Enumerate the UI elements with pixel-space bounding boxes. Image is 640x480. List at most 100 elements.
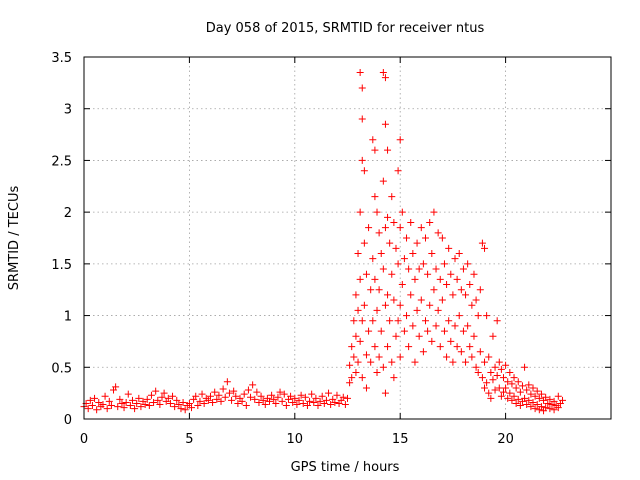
data-point (449, 291, 457, 299)
data-point (282, 402, 290, 410)
data-point (426, 301, 434, 309)
data-point (350, 353, 358, 361)
data-point (481, 384, 489, 392)
data-point (550, 406, 558, 414)
data-point (451, 255, 459, 263)
data-point (196, 397, 204, 405)
data-point (491, 386, 499, 394)
data-point (388, 270, 396, 278)
data-point (462, 291, 470, 299)
data-point (238, 397, 246, 405)
data-point (411, 275, 419, 283)
data-point (352, 368, 360, 376)
data-point (360, 301, 368, 309)
data-point (518, 382, 526, 390)
data-point (255, 398, 263, 406)
y-tick-label: 1 (64, 310, 72, 325)
data-point (510, 392, 518, 400)
data-point (386, 317, 394, 325)
data-point (356, 208, 364, 216)
data-point (179, 398, 187, 406)
data-point (158, 393, 166, 401)
data-point (369, 255, 377, 263)
data-point (424, 327, 432, 335)
data-point (301, 393, 309, 401)
data-point (244, 386, 252, 394)
data-point (384, 291, 392, 299)
data-point (164, 394, 172, 402)
data-point (188, 404, 196, 412)
data-point (316, 397, 324, 405)
data-point (481, 358, 489, 366)
data-point (388, 358, 396, 366)
data-point (405, 265, 413, 273)
data-point (485, 353, 493, 361)
data-point (525, 381, 533, 389)
data-point (476, 348, 484, 356)
data-point (449, 358, 457, 366)
data-point (175, 401, 183, 409)
data-point (240, 390, 248, 398)
data-point (251, 395, 259, 403)
data-point (310, 398, 318, 406)
data-point (99, 401, 107, 409)
data-point (521, 394, 529, 402)
data-point (394, 260, 402, 268)
data-point (93, 406, 101, 414)
data-point (428, 337, 436, 345)
data-point (379, 363, 387, 371)
data-point (152, 387, 160, 395)
data-point (466, 281, 474, 289)
data-point (325, 389, 333, 397)
data-point (453, 275, 461, 283)
data-point (211, 388, 219, 396)
data-point (373, 306, 381, 314)
data-point (459, 265, 467, 273)
data-point (306, 397, 314, 405)
data-point (171, 403, 179, 411)
data-point (322, 396, 330, 404)
x-tick-label: 0 (80, 432, 88, 447)
data-point (367, 286, 375, 294)
data-point (270, 395, 278, 403)
data-point (341, 401, 349, 409)
data-point (223, 378, 231, 386)
data-point (478, 239, 486, 247)
y-tick-label: 3 (64, 103, 72, 118)
data-point (497, 365, 505, 373)
data-point (487, 394, 495, 402)
data-point (215, 391, 223, 399)
data-point (143, 395, 151, 403)
data-point (512, 399, 520, 407)
x-tick-label: 20 (497, 432, 514, 447)
data-point (358, 115, 366, 123)
data-point (476, 286, 484, 294)
data-point (194, 402, 202, 410)
data-point (356, 275, 364, 283)
data-point (392, 244, 400, 252)
data-point (339, 393, 347, 401)
data-point (403, 312, 411, 320)
data-point (396, 301, 404, 309)
data-point (493, 317, 501, 325)
data-point (358, 156, 366, 164)
data-point (169, 392, 177, 400)
data-point (514, 395, 522, 403)
data-point (362, 384, 370, 392)
data-point (464, 322, 472, 330)
data-point (483, 379, 491, 387)
data-point (529, 384, 537, 392)
data-point (230, 387, 238, 395)
data-point (354, 306, 362, 314)
data-point (354, 250, 362, 258)
data-point (358, 84, 366, 92)
data-point (247, 393, 255, 401)
data-point (489, 376, 497, 384)
data-point (365, 224, 373, 232)
data-point (293, 401, 301, 409)
data-point (403, 234, 411, 242)
data-point (118, 399, 126, 407)
data-point (213, 395, 221, 403)
plot-frame (83, 56, 612, 420)
data-point (413, 306, 421, 314)
